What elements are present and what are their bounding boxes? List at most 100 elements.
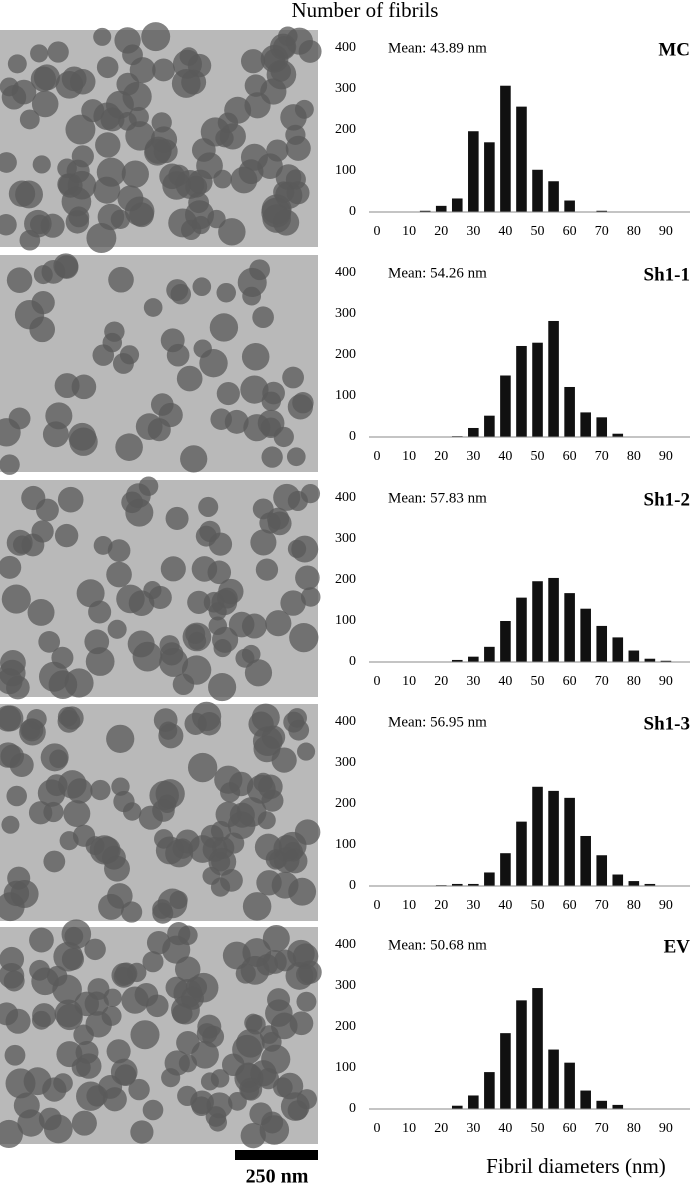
fibril — [170, 283, 192, 305]
micrograph — [0, 701, 321, 924]
fibril — [61, 186, 92, 217]
mean-annotation: Mean: 57.83 nm — [388, 490, 487, 506]
bar — [532, 342, 543, 437]
y-tick-label: 100 — [335, 613, 356, 628]
x-tick-label: 20 — [434, 224, 448, 239]
y-tick-label: 300 — [335, 531, 356, 546]
panel-title: Sh1-2 — [644, 489, 690, 510]
scale-bar — [235, 1150, 318, 1160]
fibril — [54, 373, 80, 399]
fibril — [164, 1050, 190, 1076]
x-tick-label: 0 — [374, 898, 381, 913]
y-tick-label: 100 — [335, 163, 356, 178]
fibril — [111, 777, 130, 796]
x-tick-label: 0 — [374, 224, 381, 239]
x-tick-label: 40 — [498, 674, 512, 689]
fibril — [210, 877, 231, 897]
micrograph — [0, 253, 318, 475]
x-tick-label: 90 — [659, 449, 673, 464]
fibril — [232, 1034, 262, 1065]
fibril — [265, 610, 292, 637]
fibril — [40, 743, 69, 772]
fibril — [72, 824, 96, 847]
fibril — [242, 892, 272, 921]
fibril — [130, 1120, 154, 1144]
x-tick-label: 20 — [434, 898, 448, 913]
fibril — [29, 927, 54, 953]
fibril — [158, 402, 183, 428]
fibril — [296, 991, 317, 1012]
fibril — [209, 313, 239, 342]
bar — [548, 1049, 559, 1109]
fibril — [142, 951, 164, 973]
fibril — [289, 1011, 314, 1036]
x-tick-label: 60 — [563, 224, 577, 239]
fibril — [240, 143, 268, 171]
y-tick-label: 100 — [335, 837, 356, 852]
x-tick-label: 80 — [627, 224, 641, 239]
fibril — [141, 22, 171, 52]
y-tick-label: 400 — [335, 490, 356, 505]
fibril — [29, 316, 56, 343]
fibril — [185, 976, 208, 998]
fibril — [0, 668, 23, 695]
y-tick-label: 200 — [335, 1019, 356, 1034]
fibril — [292, 943, 319, 969]
fibril — [107, 619, 127, 639]
fibril — [30, 44, 49, 63]
y-tick-label: 200 — [335, 122, 356, 137]
x-tick-label: 30 — [466, 449, 480, 464]
fibril — [298, 39, 322, 63]
bar — [596, 855, 608, 886]
fibril — [32, 155, 51, 174]
fibril — [242, 286, 262, 306]
fibril — [244, 659, 273, 687]
fibril — [53, 941, 84, 972]
fibril — [240, 1081, 260, 1100]
bar — [468, 1095, 479, 1109]
fibril — [267, 511, 292, 536]
fibril — [0, 454, 20, 475]
fibril — [19, 109, 40, 130]
bar — [468, 656, 479, 662]
x-tick-label: 10 — [402, 898, 416, 913]
x-tick-label: 90 — [659, 1121, 673, 1136]
x-tick-label: 60 — [563, 898, 577, 913]
fibril — [97, 203, 125, 231]
fibril — [10, 879, 39, 909]
x-axis-title: Fibril diameters (nm) — [486, 1154, 666, 1178]
fibril — [208, 532, 233, 556]
bar — [468, 883, 479, 886]
bar — [500, 85, 511, 212]
fibril — [6, 529, 33, 556]
bar — [500, 1033, 511, 1109]
x-tick-label: 80 — [627, 449, 641, 464]
bar — [451, 883, 463, 886]
fibril — [54, 523, 79, 548]
fibril — [180, 219, 202, 241]
fibril — [215, 128, 234, 148]
fibril — [244, 92, 271, 119]
y-tick-label: 200 — [335, 347, 356, 362]
fibril — [1, 584, 31, 614]
fibril — [152, 58, 175, 82]
x-tick-label: 30 — [466, 674, 480, 689]
panel-title: Sh1-3 — [644, 713, 690, 734]
x-tick-label: 30 — [466, 898, 480, 913]
bar — [516, 1000, 527, 1109]
fibril — [89, 835, 120, 865]
fibril — [192, 277, 212, 297]
x-tick-label: 90 — [659, 898, 673, 913]
fibril — [0, 744, 25, 769]
fibril — [249, 259, 271, 281]
fibril — [210, 1069, 230, 1088]
micrograph — [0, 22, 322, 253]
fibril — [0, 705, 24, 732]
fibril — [127, 962, 147, 983]
x-tick-label: 50 — [531, 674, 545, 689]
fibril — [296, 742, 316, 761]
y-tick-label: 300 — [335, 306, 356, 321]
fibril — [261, 391, 282, 412]
fibril — [285, 135, 311, 161]
y-tick-label: 100 — [335, 1060, 356, 1075]
